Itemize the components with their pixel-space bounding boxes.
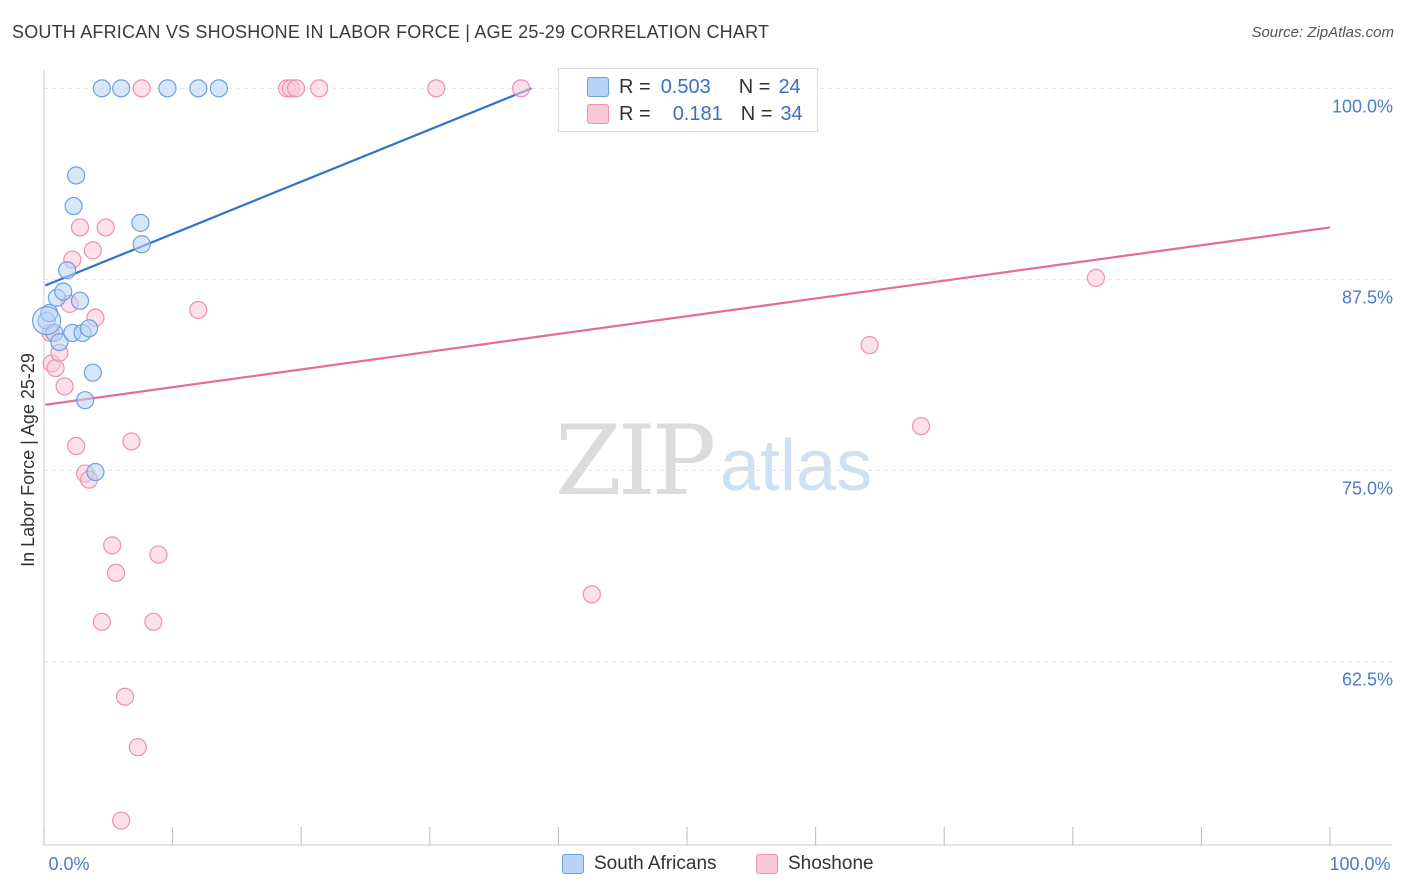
data-point-shoshone [122, 432, 141, 451]
legend-r-label: R = [619, 102, 651, 125]
chart-title: SOUTH AFRICAN VS SHOSHONE IN LABOR FORCE… [12, 22, 770, 42]
trend-line-south-africans [44, 87, 532, 287]
legend-swatch-shoshone [587, 104, 609, 124]
legend-n-label: N = [740, 102, 773, 125]
data-point-south-africans [112, 79, 131, 98]
trend-layer [44, 87, 1331, 406]
data-point-shoshone [189, 300, 208, 320]
data-point-shoshone [92, 612, 111, 631]
data-point-shoshone [106, 563, 126, 583]
data-point-shoshone [128, 738, 147, 757]
legend-row-south-africans: R = 0.503 N = 24 [619, 74, 801, 100]
legend-r-label: R = [619, 75, 651, 98]
data-point-shoshone [132, 79, 151, 98]
data-point-shoshone [46, 358, 65, 378]
data-point-south-africans [67, 166, 86, 185]
correlation-legend: R = 0.503 N = 24 R = 0.181 N = 34 [558, 68, 818, 132]
data-point-south-africans [70, 291, 90, 310]
y-tick-label: 62.5% [1342, 670, 1393, 690]
points-layer [31, 79, 1106, 830]
data-point-shoshone [70, 218, 90, 237]
data-point-south-africans [64, 196, 83, 216]
legend-n-label: N = [738, 75, 771, 98]
bottom-legend-label: South Africans [594, 853, 717, 874]
bottom-legend-shoshone: Shoshone [756, 850, 874, 878]
data-point-shoshone [512, 79, 531, 98]
data-point-shoshone [860, 336, 879, 355]
data-point-shoshone [1086, 268, 1106, 287]
grid-layer [44, 87, 1392, 663]
bottom-legend-swatch [756, 854, 778, 874]
y-tick-label: 75.0% [1342, 478, 1393, 498]
y-axis-label: In Labor Force | Age 25-29 [18, 353, 38, 567]
x-tick-label: 100.0% [1329, 854, 1390, 874]
data-point-shoshone [144, 612, 163, 631]
data-point-south-africans [92, 79, 111, 98]
data-point-shoshone [115, 687, 135, 706]
data-point-south-africans [131, 213, 150, 232]
data-point-shoshone [310, 79, 329, 98]
legend-r-value: 0.181 [672, 102, 723, 125]
data-point-south-africans [31, 306, 62, 336]
data-point-shoshone [286, 79, 306, 98]
data-point-south-africans [132, 235, 151, 254]
bottom-legend-swatch [562, 854, 584, 874]
bottom-legend-south-africans: South Africans [562, 850, 717, 878]
data-point-shoshone [55, 377, 74, 396]
data-point-shoshone [96, 218, 115, 237]
data-point-south-africans [76, 391, 95, 410]
watermark-atlas: atlas [720, 426, 873, 506]
data-point-shoshone [582, 585, 601, 604]
data-point-south-africans [209, 79, 228, 98]
data-point-shoshone [427, 79, 446, 98]
data-point-shoshone [83, 241, 102, 260]
data-point-south-africans [189, 79, 208, 98]
data-point-south-africans [54, 282, 73, 301]
trend-line-shoshone [45, 226, 1331, 406]
data-point-shoshone [103, 536, 122, 555]
chart-source: Source: ZipAtlas.com [1251, 24, 1394, 41]
y-tick-label: 87.5% [1342, 287, 1393, 307]
data-point-shoshone [149, 545, 168, 564]
data-point-shoshone [112, 811, 131, 830]
axis-layer [43, 70, 1392, 846]
x-tick-label: 0.0% [48, 854, 89, 874]
label-layer: 62.5% 75.0% 87.5% 100.0% 0.0% 100.0% In Labor … [18, 96, 1393, 874]
bottom-legend-label: Shoshone [788, 853, 874, 874]
data-point-shoshone [67, 436, 86, 456]
data-point-south-africans [50, 332, 69, 352]
data-point-shoshone [911, 417, 931, 436]
data-point-south-africans [58, 261, 77, 280]
data-point-south-africans [86, 462, 105, 482]
legend-n-value: 24 [778, 75, 801, 98]
legend-swatch-south-africans [587, 77, 609, 97]
legend-row-shoshone: R = 0.181 N = 34 [619, 101, 803, 127]
data-point-south-africans [158, 79, 177, 98]
y-tick-label: 100.0% [1332, 96, 1393, 116]
data-point-south-africans [83, 363, 102, 382]
legend-r-value: 0.503 [660, 75, 711, 98]
watermark-zip: ZIP [555, 405, 716, 517]
legend-n-value: 34 [780, 102, 803, 125]
data-point-south-africans [79, 319, 99, 338]
